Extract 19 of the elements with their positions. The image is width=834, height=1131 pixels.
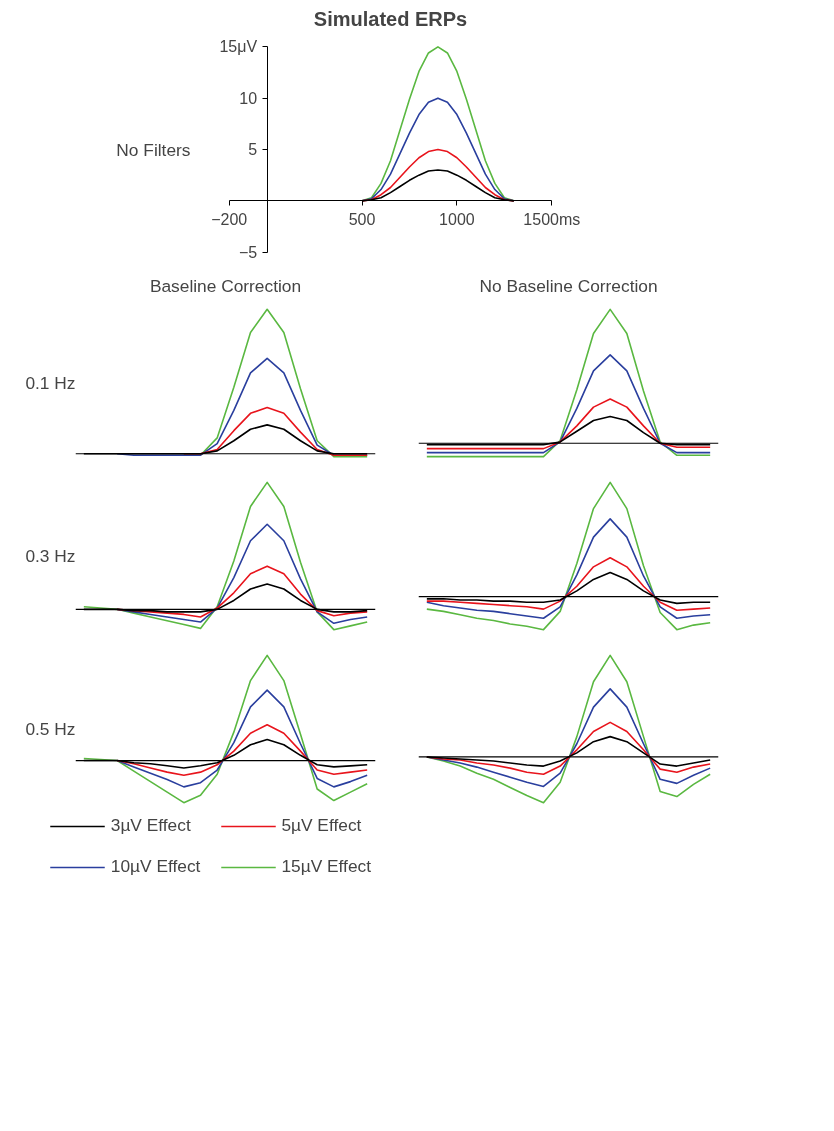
legend-label: 15µV Effect — [281, 856, 371, 877]
chart-title: Simulated ERPs — [313, 7, 468, 30]
chart-title: No Baseline Correction — [479, 275, 658, 296]
x-tick-label: 1500ms — [523, 210, 581, 228]
x-tick-label: 500 — [348, 210, 376, 228]
chart-title: Baseline Correction — [149, 275, 302, 296]
legend-label: 10µV Effect — [110, 856, 201, 877]
y-tick-label: 5 — [248, 141, 258, 158]
y-tick-label: 15μV — [219, 38, 258, 56]
y-axis-title: 0.5 Hz — [25, 719, 76, 739]
y-axis-title: No Filters — [116, 139, 191, 160]
x-tick-label: 1000 — [439, 210, 475, 228]
y-tick-label: −5 — [238, 243, 258, 261]
legend-label: 5µV Effect — [281, 815, 362, 836]
y-axis-title: 0.1 Hz — [25, 373, 76, 393]
y-axis-title: 0.3 Hz — [25, 546, 76, 566]
legend-label: 3µV Effect — [110, 815, 191, 836]
y-tick-label: 10 — [239, 89, 258, 107]
x-tick-label: −200 — [211, 210, 248, 228]
